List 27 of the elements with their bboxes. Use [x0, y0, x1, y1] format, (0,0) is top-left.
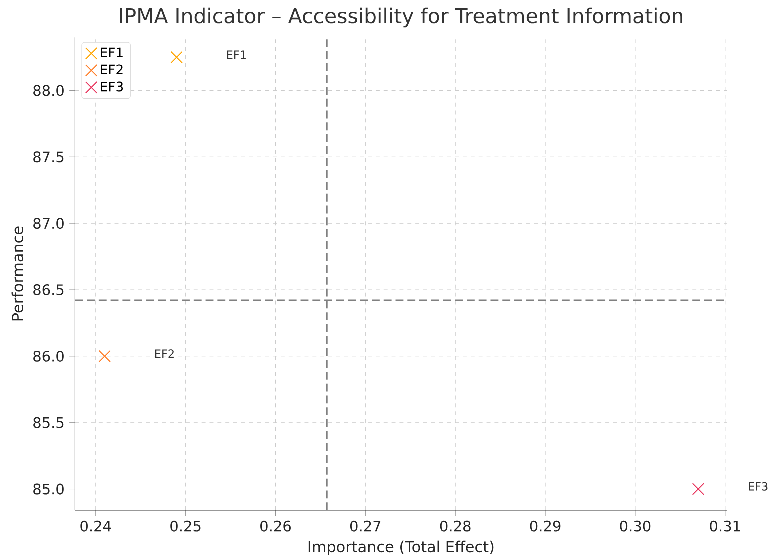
y-tick-label: 85.0	[34, 484, 64, 495]
y-tick-label: 86.5	[34, 284, 64, 296]
chart-title: IPMA Indicator – Accessibility for Treatment Information	[120, 8, 682, 28]
text: EF3	[749, 482, 768, 491]
x-tick-label: 0.31	[710, 520, 740, 532]
y-tick-label: 86.0	[34, 350, 64, 362]
x-tick-label: 0.28	[440, 520, 471, 532]
legend-label: EF1	[101, 48, 123, 58]
point	[692, 483, 705, 496]
y-tick-label: 88.0	[34, 85, 64, 96]
annotation: EF1	[227, 50, 246, 59]
x-tick-label: 0.29	[530, 520, 561, 532]
x-tick-label: 0.25	[170, 520, 201, 532]
legend-label: EF2	[101, 64, 123, 75]
x-tick-label: 0.30	[620, 520, 651, 532]
legend-label: EF3	[101, 82, 124, 92]
x-axis-title: Importance (Total Effect)	[308, 540, 494, 556]
point	[170, 51, 183, 64]
x-tick-label: 0.26	[260, 520, 291, 532]
y-tick-label: 85.5	[34, 417, 64, 428]
point	[98, 350, 112, 363]
annotation: EF2	[155, 350, 174, 358]
y-tick-label: 87.5	[34, 152, 64, 163]
y-axis-title: Performance	[12, 226, 24, 321]
y-tick-label: 87.0	[34, 218, 64, 230]
x-tick-label: 0.24	[80, 520, 112, 532]
x-tick-label: 0.27	[350, 520, 381, 532]
